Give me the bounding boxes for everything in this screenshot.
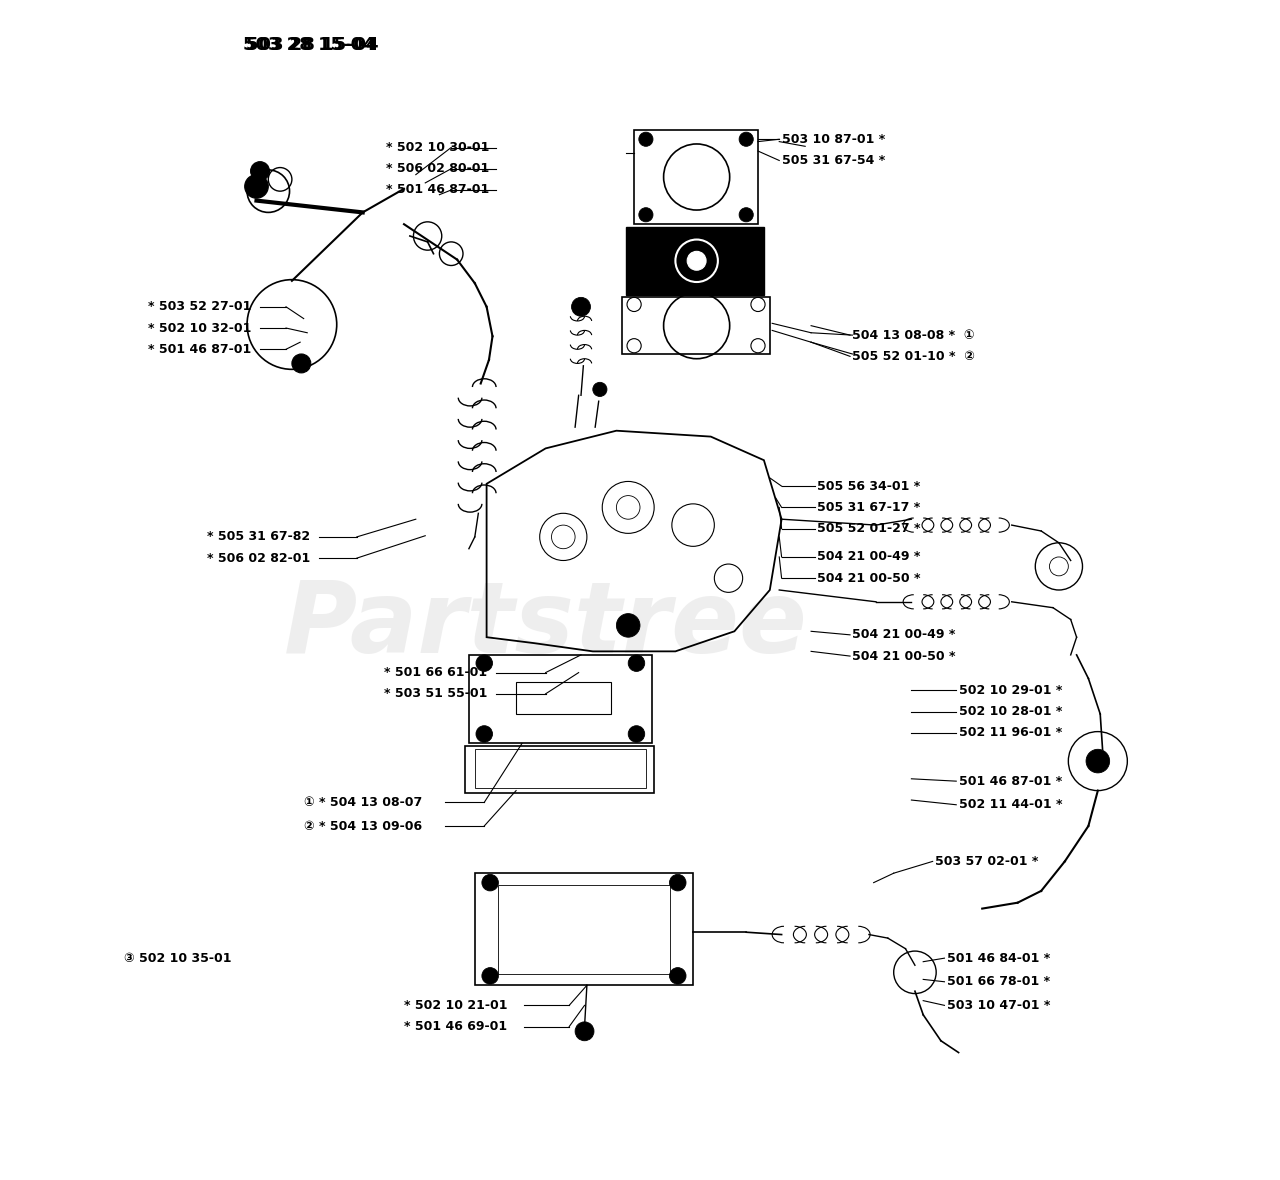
Circle shape <box>639 132 653 146</box>
Text: * 505 31 67-82: * 505 31 67-82 <box>207 530 310 544</box>
Circle shape <box>669 968 686 984</box>
Text: 505 31 67-17 *: 505 31 67-17 * <box>817 500 920 514</box>
Text: * 506 02 82-01: * 506 02 82-01 <box>207 551 310 565</box>
Text: 504 21 00-49 *: 504 21 00-49 * <box>817 550 920 564</box>
Text: * 501 66 61-01: * 501 66 61-01 <box>384 666 488 680</box>
Polygon shape <box>626 227 764 295</box>
Text: 504 21 00-49 *: 504 21 00-49 * <box>852 628 956 642</box>
Text: 503 10 87-01 *: 503 10 87-01 * <box>782 132 884 146</box>
Text: 505 52 01-10 *  ②: 505 52 01-10 * ② <box>852 349 975 363</box>
Text: 502 10 29-01 *: 502 10 29-01 * <box>959 683 1062 697</box>
Text: 502 11 96-01 *: 502 11 96-01 * <box>959 726 1062 740</box>
Circle shape <box>481 968 498 984</box>
Text: 505 31 67-54 *: 505 31 67-54 * <box>782 153 884 168</box>
Circle shape <box>476 655 493 671</box>
Circle shape <box>481 874 498 891</box>
Circle shape <box>669 874 686 891</box>
Text: * 503 52 27-01: * 503 52 27-01 <box>148 300 251 314</box>
Circle shape <box>593 382 607 396</box>
Circle shape <box>639 208 653 222</box>
Text: 501 66 78-01 *: 501 66 78-01 * <box>947 975 1050 989</box>
Text: 501 46 84-01 *: 501 46 84-01 * <box>947 951 1050 965</box>
Circle shape <box>739 132 753 146</box>
Text: * 502 10 32-01: * 502 10 32-01 <box>148 321 251 335</box>
Text: ③ 502 10 35-01: ③ 502 10 35-01 <box>124 951 232 965</box>
Circle shape <box>575 1022 594 1041</box>
Text: 505 52 01-27 *: 505 52 01-27 * <box>817 522 920 536</box>
Text: 504 13 08-08 *  ①: 504 13 08-08 * ① <box>852 328 975 342</box>
Text: * 501 46 87-01: * 501 46 87-01 <box>387 183 489 197</box>
Text: * 501 46 69-01: * 501 46 69-01 <box>404 1020 507 1034</box>
Text: 502 10 28-01 *: 502 10 28-01 * <box>959 704 1062 719</box>
Circle shape <box>476 726 493 742</box>
Text: 502 11 44-01 *: 502 11 44-01 * <box>959 798 1062 812</box>
Text: 505 56 34-01 *: 505 56 34-01 * <box>817 479 920 493</box>
Text: 503 57 02-01 *: 503 57 02-01 * <box>934 854 1038 868</box>
Circle shape <box>739 208 753 222</box>
Circle shape <box>617 614 640 637</box>
Text: 504 21 00-50 *: 504 21 00-50 * <box>817 571 920 585</box>
Text: 503 28 15-04: 503 28 15-04 <box>246 35 379 54</box>
Circle shape <box>1085 749 1110 773</box>
Circle shape <box>292 354 311 373</box>
Text: 503 28 15-04: 503 28 15-04 <box>243 35 376 54</box>
Text: 501 46 87-01 *: 501 46 87-01 * <box>959 774 1062 788</box>
Text: ② * 504 13 09-06: ② * 504 13 09-06 <box>303 819 422 833</box>
Text: * 502 10 21-01: * 502 10 21-01 <box>404 998 507 1012</box>
Text: ① * 504 13 08-07: ① * 504 13 08-07 <box>303 795 422 809</box>
Circle shape <box>687 251 707 270</box>
Text: 504 21 00-50 *: 504 21 00-50 * <box>852 649 956 663</box>
Text: * 502 10 30-01: * 502 10 30-01 <box>387 140 490 155</box>
Text: 503 10 47-01 *: 503 10 47-01 * <box>947 998 1050 1012</box>
Circle shape <box>244 175 269 198</box>
Text: Partstree: Partstree <box>284 577 808 674</box>
Text: * 501 46 87-01: * 501 46 87-01 <box>148 342 251 356</box>
Circle shape <box>572 297 590 316</box>
Circle shape <box>628 655 645 671</box>
Text: * 503 51 55-01: * 503 51 55-01 <box>384 687 488 701</box>
Circle shape <box>628 726 645 742</box>
Text: * 506 02 80-01: * 506 02 80-01 <box>387 162 489 176</box>
Circle shape <box>251 162 270 181</box>
